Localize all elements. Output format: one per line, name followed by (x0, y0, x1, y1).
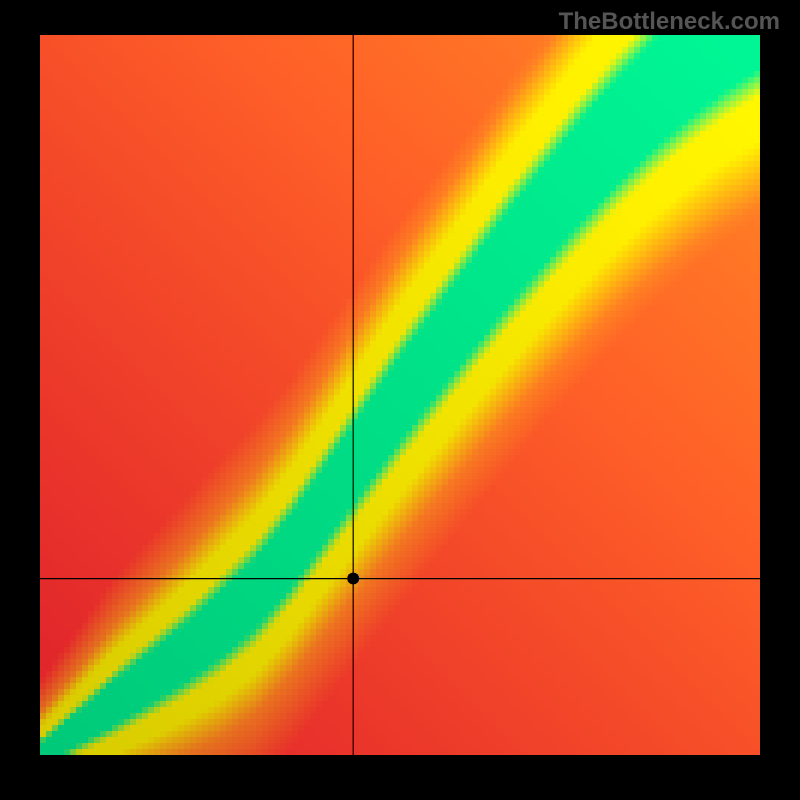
heatmap-canvas (40, 35, 760, 755)
watermark-text: TheBottleneck.com (559, 8, 780, 36)
heatmap-plot (40, 35, 760, 755)
chart-container: TheBottleneck.com (0, 0, 800, 800)
